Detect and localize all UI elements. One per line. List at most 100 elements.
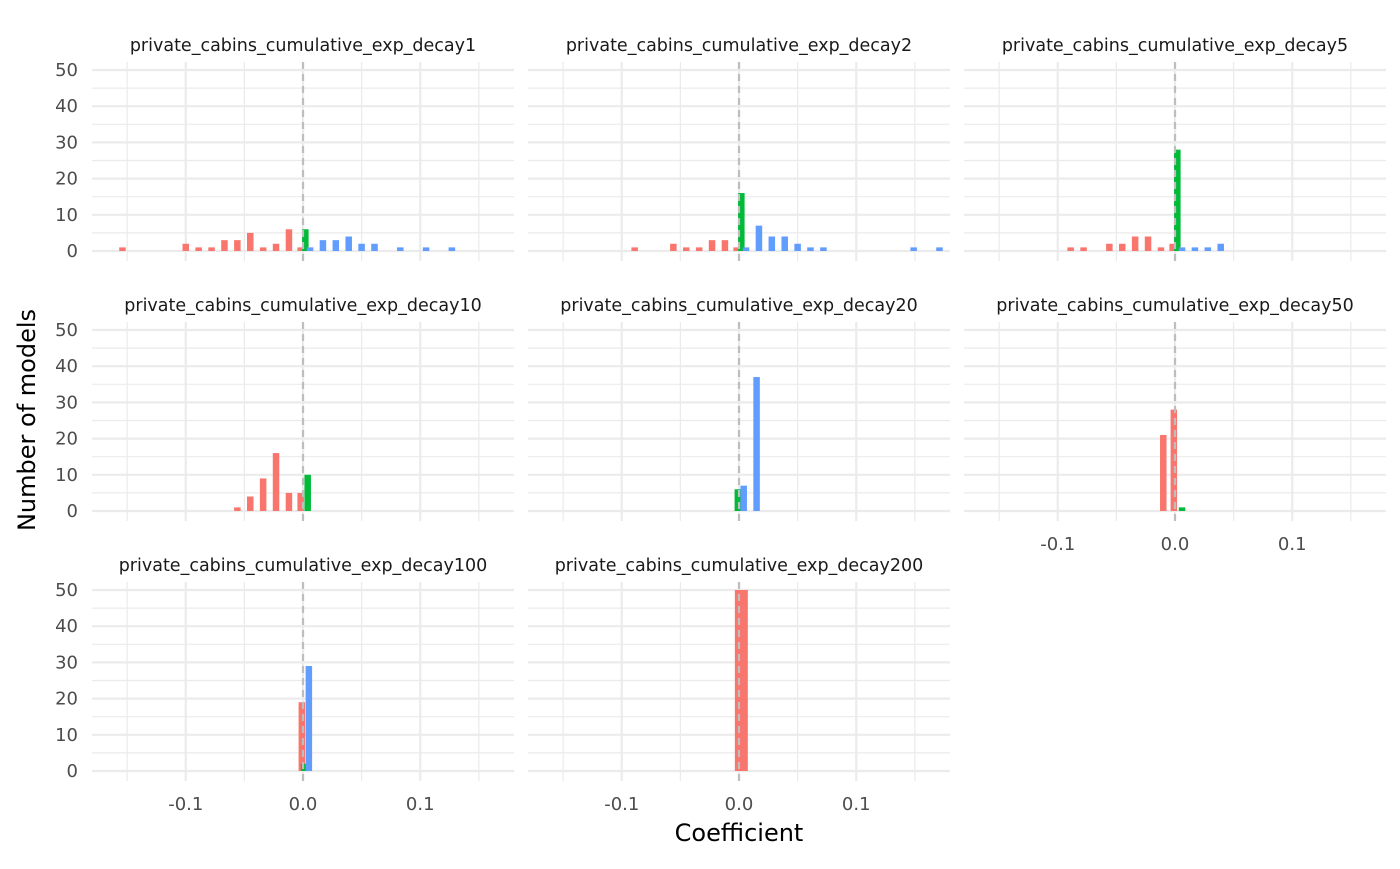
bar	[733, 247, 740, 251]
bar	[708, 240, 716, 251]
bar	[683, 247, 690, 251]
bar	[721, 240, 729, 251]
panel-title: private_cabins_cumulative_exp_decay50	[996, 296, 1354, 316]
bar	[448, 247, 456, 251]
bar	[182, 243, 190, 251]
y-tick-label: 50	[55, 320, 78, 341]
bar	[332, 240, 340, 251]
y-tick-label: 30	[55, 132, 78, 153]
bar	[259, 478, 267, 511]
bar	[259, 247, 267, 251]
bar	[807, 247, 814, 251]
bar	[345, 236, 352, 251]
bar	[247, 496, 254, 511]
bar	[755, 225, 763, 251]
bar	[358, 243, 365, 251]
bar	[768, 236, 776, 251]
y-tick-label: 10	[55, 205, 78, 226]
y-tick-label: 0	[67, 501, 78, 522]
y-tick-label: 30	[55, 652, 78, 673]
x-tick-label: 0.1	[1278, 534, 1307, 555]
y-tick-label: 10	[55, 465, 78, 486]
bar	[371, 243, 378, 251]
bar	[734, 590, 748, 771]
bar	[319, 240, 327, 251]
bar	[1144, 236, 1152, 251]
bar	[1178, 247, 1186, 251]
bar	[1106, 243, 1113, 251]
panel-title: private_cabins_cumulative_exp_decay5	[1001, 36, 1349, 56]
panel-6: -0.1 0.0 0.1	[964, 322, 1386, 555]
bar	[1204, 247, 1212, 251]
bar	[670, 243, 677, 251]
x-tick-label: -0.1	[168, 794, 203, 815]
bar	[272, 453, 280, 511]
panel-4: 0 10 20 30 40 50	[55, 320, 514, 522]
bar	[300, 763, 308, 771]
bar	[285, 492, 293, 511]
bar	[302, 229, 309, 251]
y-tick-label: 20	[55, 429, 78, 450]
y-tick-label: 40	[55, 356, 78, 377]
bar	[742, 247, 750, 251]
bar	[631, 247, 638, 251]
bar	[1080, 247, 1087, 251]
bar	[1119, 243, 1126, 251]
x-tick-label: -0.1	[1040, 534, 1075, 555]
bar	[397, 247, 404, 251]
bar	[910, 247, 917, 251]
bar	[1217, 243, 1224, 251]
bar	[305, 666, 313, 771]
bar	[422, 247, 430, 251]
bar	[1131, 236, 1139, 251]
y-tick-label: 20	[55, 169, 78, 190]
bar	[234, 507, 241, 511]
panel-title: private_cabins_cumulative_exp_decay200	[554, 556, 924, 576]
bar	[794, 243, 801, 251]
bar	[247, 232, 254, 251]
panel-8: -0.1 0.0 0.1	[528, 582, 950, 815]
bar	[234, 240, 241, 251]
bar	[1191, 247, 1199, 251]
bar	[1157, 247, 1165, 251]
y-tick-label: 0	[67, 761, 78, 782]
bar	[208, 247, 215, 251]
panel-3	[964, 62, 1386, 261]
bar	[1174, 149, 1181, 251]
panel-1: 0 10 20 30 40 50	[55, 60, 514, 262]
x-tick-label: -0.1	[604, 794, 639, 815]
y-tick-label: 30	[55, 392, 78, 413]
panel-title: private_cabins_cumulative_exp_decay100	[118, 556, 488, 576]
bar	[740, 485, 747, 511]
x-axis-title: Coefficient	[674, 819, 804, 847]
bar	[738, 193, 745, 251]
bar	[936, 247, 943, 251]
bar	[297, 492, 304, 511]
x-tick-label: 0.0	[725, 794, 754, 815]
y-tick-label: 40	[55, 616, 78, 637]
x-tick-label: 0.0	[289, 794, 318, 815]
bar	[1169, 243, 1176, 251]
y-tick-label: 50	[55, 60, 78, 81]
panel-title: private_cabins_cumulative_exp_decay2	[565, 36, 913, 56]
panel-title: private_cabins_cumulative_exp_decay1	[129, 36, 477, 56]
bar	[695, 247, 703, 251]
panel-title: private_cabins_cumulative_exp_decay20	[560, 296, 918, 316]
bar	[285, 229, 293, 251]
bar	[1067, 247, 1074, 251]
bar	[298, 702, 306, 771]
bar	[297, 247, 304, 251]
panel-title: private_cabins_cumulative_exp_decay10	[124, 296, 482, 316]
y-axis-title: Number of models	[13, 308, 41, 532]
x-tick-label: 0.1	[406, 794, 435, 815]
y-tick-label: 40	[55, 96, 78, 117]
bar	[781, 236, 788, 251]
bar	[195, 247, 202, 251]
panel-7: 0 10 20 30 40 50 -0.1 0.0 0.1	[55, 580, 514, 815]
bar	[820, 247, 827, 251]
bar	[1170, 409, 1178, 511]
y-tick-label: 20	[55, 689, 78, 710]
bar	[304, 474, 311, 511]
